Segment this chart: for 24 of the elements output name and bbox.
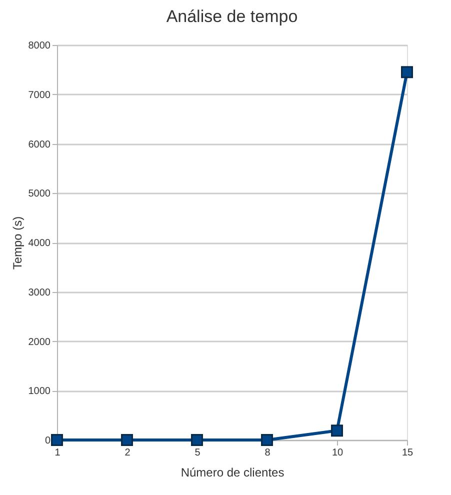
x-tick-label: 15 — [402, 448, 414, 458]
chart-title: Análise de tempo — [166, 7, 298, 26]
y-tick-label: 5000 — [28, 188, 51, 200]
point — [191, 434, 203, 446]
point — [121, 434, 133, 446]
y-tick-label: 8000 — [28, 40, 51, 52]
y-axis-title: Tempo (s) — [10, 216, 24, 270]
x-tick-label: 2 — [124, 448, 131, 458]
y-tick-label: 7000 — [28, 90, 51, 101]
point — [401, 66, 413, 78]
point — [331, 424, 343, 437]
x-tick-label: 1 — [54, 448, 61, 458]
x-tick-label: 8 — [264, 448, 271, 458]
x-tick-label: 10 — [332, 448, 344, 458]
y-tick-label: 4000 — [28, 238, 51, 249]
y-tick-label: 0 — [44, 436, 51, 446]
y-tick-label: 3000 — [28, 287, 51, 298]
point — [261, 434, 273, 446]
x-tick-label: 5 — [194, 448, 201, 458]
y-tick-label: 1000 — [28, 386, 51, 398]
x-axis-title: Número de clientes — [180, 466, 284, 480]
y-tick-label: 2000 — [28, 336, 51, 348]
point — [51, 434, 63, 446]
y-tick-label: 6000 — [28, 139, 51, 150]
